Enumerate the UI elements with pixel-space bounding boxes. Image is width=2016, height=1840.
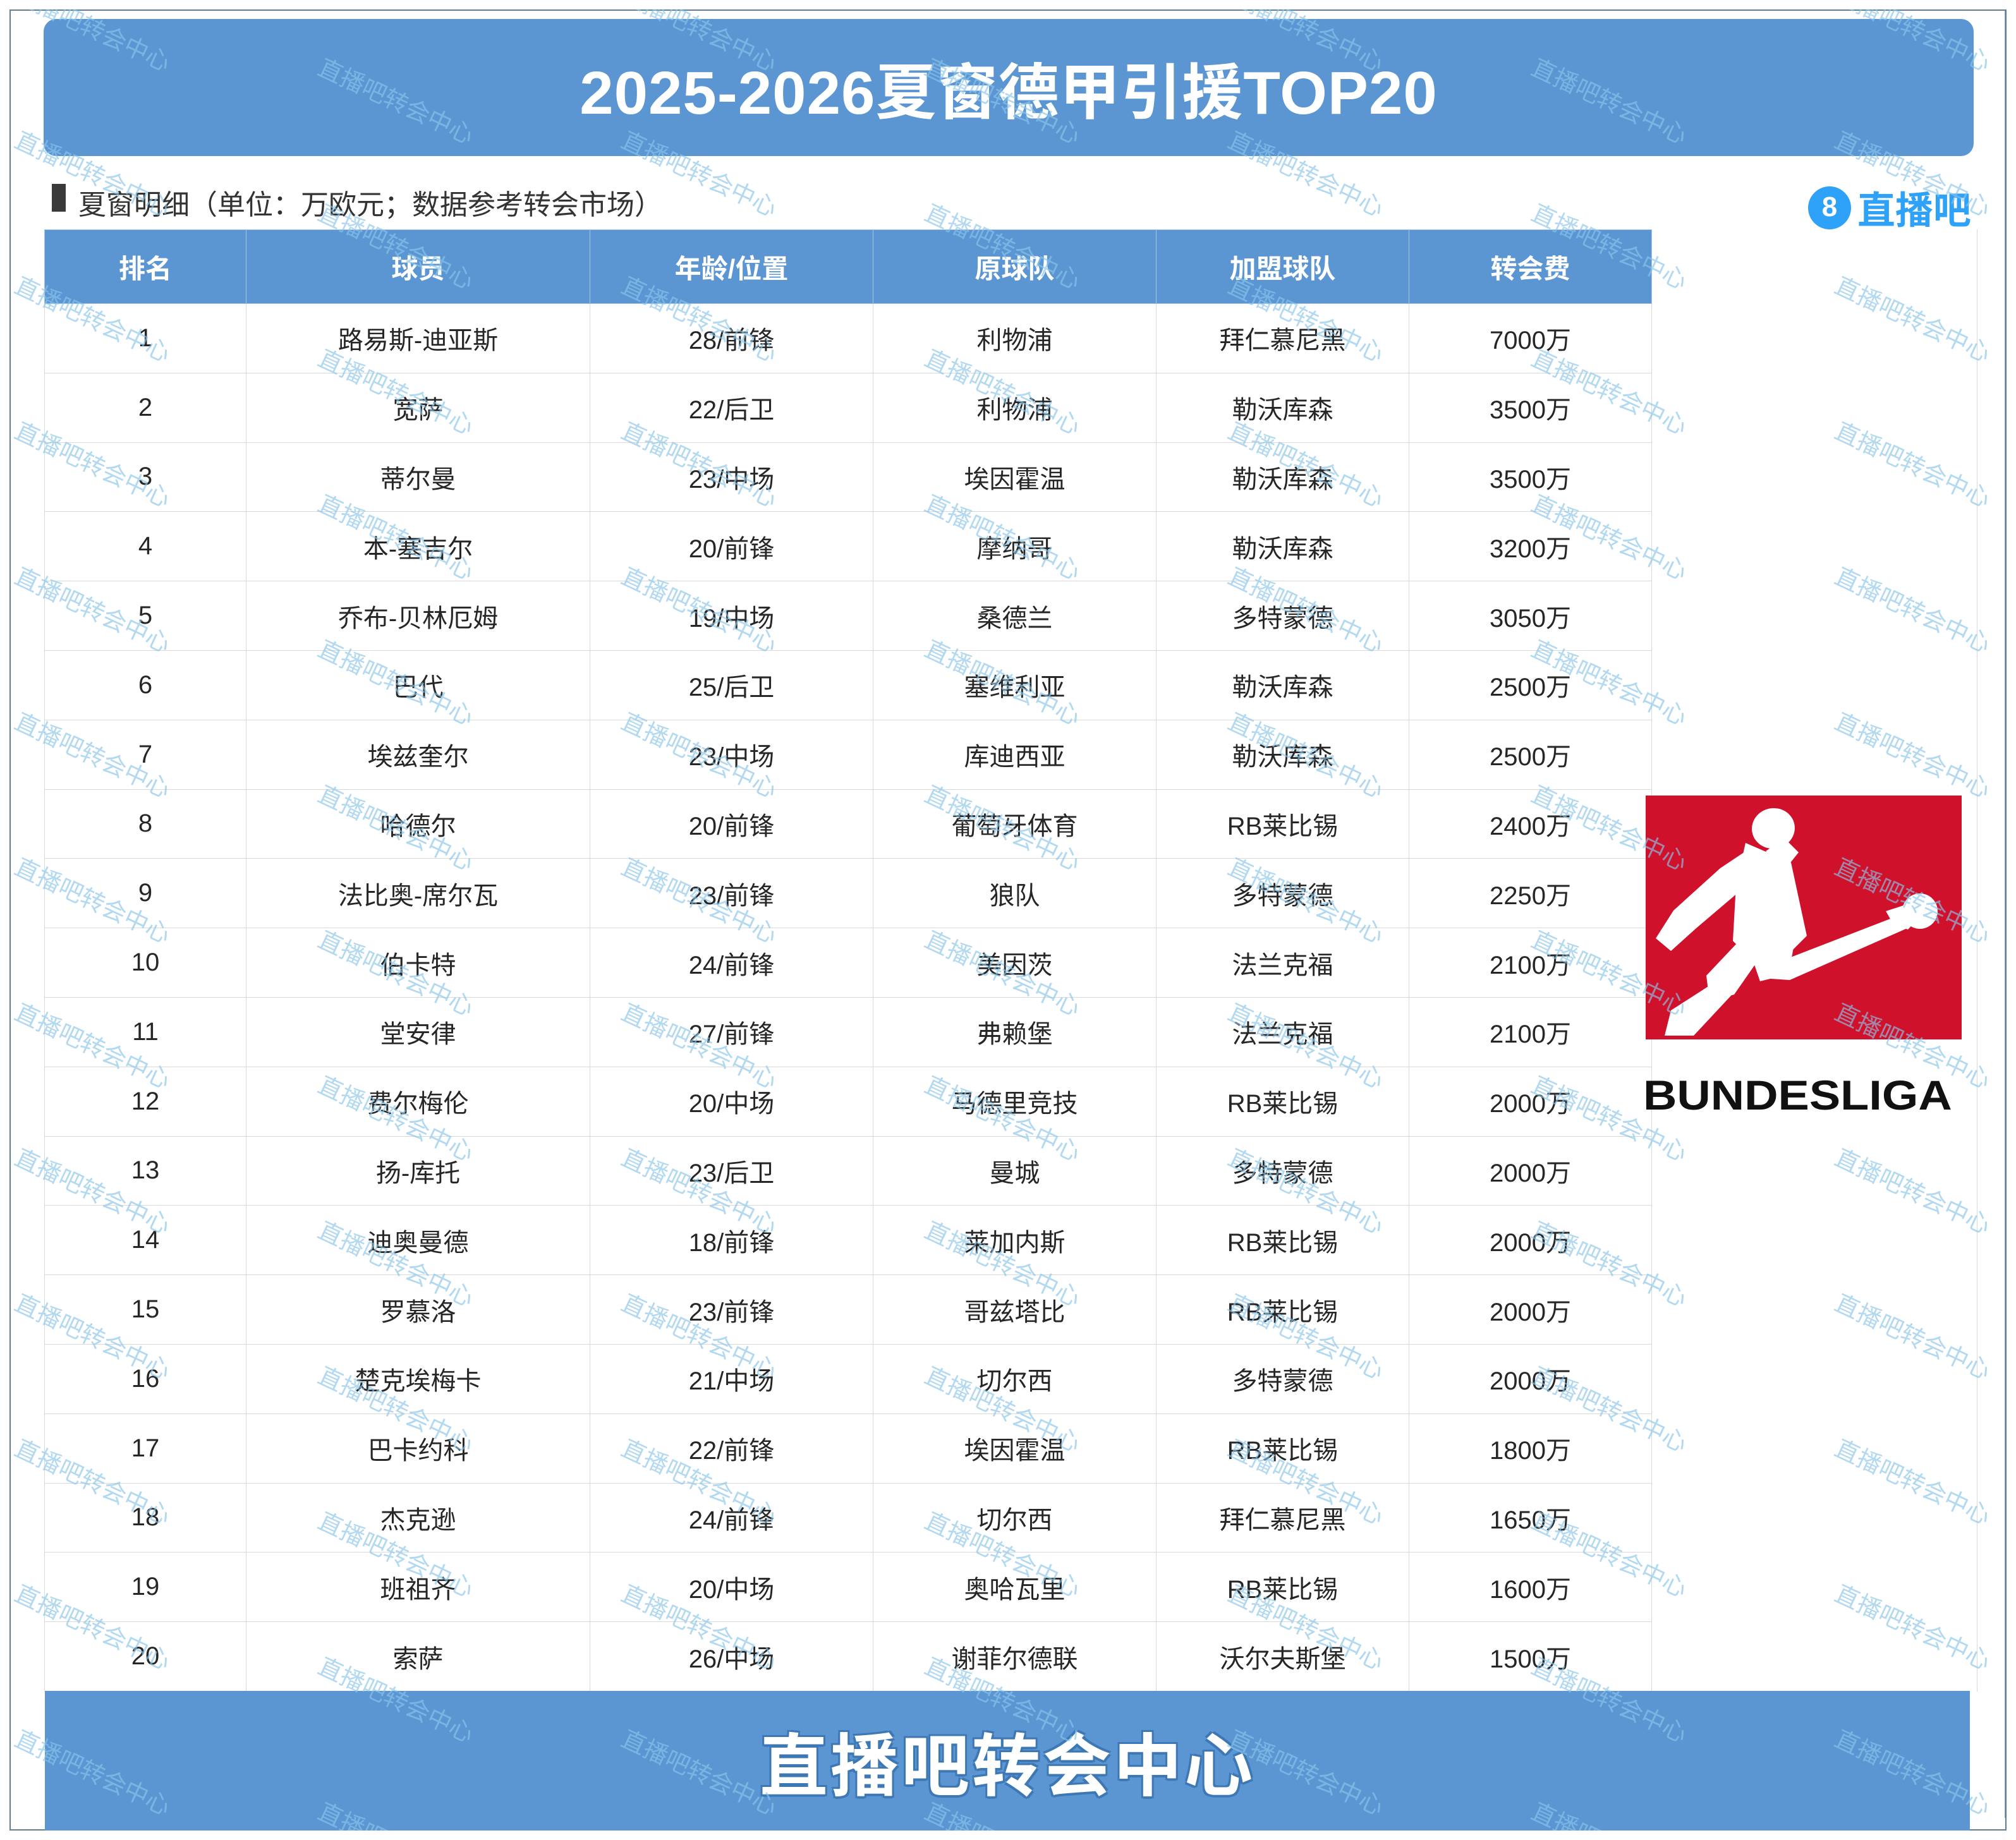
svg-text:8: 8 <box>1822 191 1837 222</box>
